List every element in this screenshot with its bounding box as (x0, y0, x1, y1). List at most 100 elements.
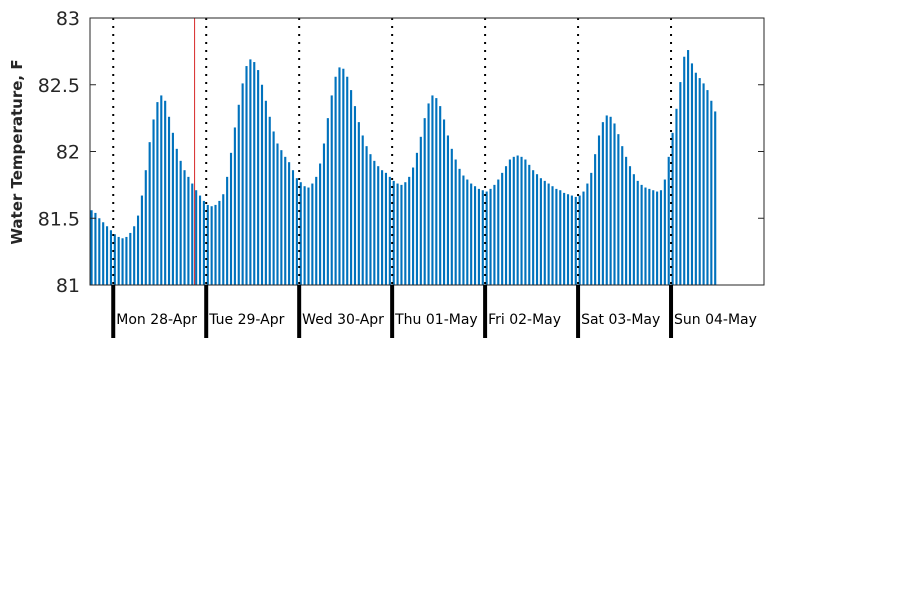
y-tick-label: 83 (56, 8, 80, 30)
bar (280, 150, 283, 285)
bar (485, 191, 488, 285)
bar (307, 187, 310, 285)
bar (346, 76, 349, 286)
bar (667, 156, 670, 285)
bar (319, 163, 322, 285)
bar (559, 190, 562, 285)
bar (315, 176, 318, 285)
bar (512, 156, 515, 285)
bar (241, 83, 244, 285)
day-label: Sat 03-May (581, 312, 660, 328)
bar (102, 222, 105, 285)
plot-frame (89, 17, 765, 286)
bar (675, 108, 678, 285)
bar (404, 182, 407, 285)
bar (698, 78, 701, 285)
bar (423, 118, 426, 286)
bar (408, 176, 411, 285)
bar (148, 142, 151, 285)
bar (253, 62, 256, 285)
bar (388, 176, 391, 285)
bar (260, 84, 264, 285)
bar (400, 184, 403, 286)
bar (334, 76, 337, 286)
bar (442, 119, 446, 286)
bar (167, 116, 171, 285)
bar (652, 190, 655, 285)
bar (303, 186, 306, 285)
bar (613, 123, 616, 285)
bar (218, 200, 221, 285)
y-tick-label: 81.5 (38, 208, 80, 230)
bar (377, 166, 380, 285)
bar (291, 170, 295, 285)
bar (489, 188, 492, 285)
bar (396, 183, 399, 285)
bar (272, 131, 275, 285)
bar (458, 168, 461, 285)
bar (94, 212, 97, 285)
bar (570, 195, 573, 285)
bar (574, 196, 577, 285)
bar (671, 132, 674, 285)
bar (322, 143, 326, 285)
bar (473, 186, 477, 285)
bar (694, 72, 697, 285)
bar (690, 63, 694, 285)
bar (326, 118, 329, 286)
bar (419, 136, 422, 285)
bar (210, 206, 213, 285)
y-axis: 81 81.5 82 82.5 83 (38, 8, 764, 297)
bar (578, 195, 581, 285)
bar (520, 156, 523, 285)
bar (175, 148, 178, 285)
bar (702, 83, 705, 285)
bar (516, 155, 519, 285)
bar (435, 98, 438, 285)
bar (350, 90, 353, 285)
bar (477, 188, 480, 285)
bar (594, 154, 597, 285)
bar (206, 204, 209, 285)
bar (109, 230, 112, 285)
bar (454, 159, 457, 285)
bar (555, 188, 558, 285)
bar (233, 127, 236, 285)
bar (202, 200, 205, 285)
bar (628, 166, 632, 285)
bar (369, 154, 372, 285)
bar (353, 106, 357, 285)
bar (427, 103, 430, 285)
bar (590, 172, 593, 285)
bar (365, 146, 368, 285)
bar (493, 184, 496, 286)
bar (563, 192, 566, 285)
bar (446, 135, 449, 285)
bar (105, 226, 109, 285)
bar (229, 152, 233, 285)
bar (160, 95, 163, 286)
bar (179, 160, 182, 285)
bar (601, 122, 604, 285)
bar (117, 236, 120, 285)
bar (311, 183, 314, 285)
bar (466, 179, 469, 285)
y-tick-label: 82.5 (38, 75, 80, 97)
bar (551, 186, 554, 285)
bar (288, 162, 291, 285)
bar (597, 135, 601, 285)
bar (164, 100, 167, 286)
bar (171, 132, 174, 285)
bar (381, 170, 384, 285)
y-tick-label: 82 (56, 142, 80, 164)
bar (710, 100, 713, 286)
bar (683, 56, 686, 285)
bar (264, 100, 267, 286)
bar (632, 174, 635, 285)
bar (245, 66, 248, 285)
bar (625, 156, 628, 285)
bar (121, 238, 124, 285)
bar (338, 67, 341, 286)
day-labels: Mon 28-Apr Tue 29-Apr Wed 30-Apr Thu 01-May… (116, 312, 757, 328)
